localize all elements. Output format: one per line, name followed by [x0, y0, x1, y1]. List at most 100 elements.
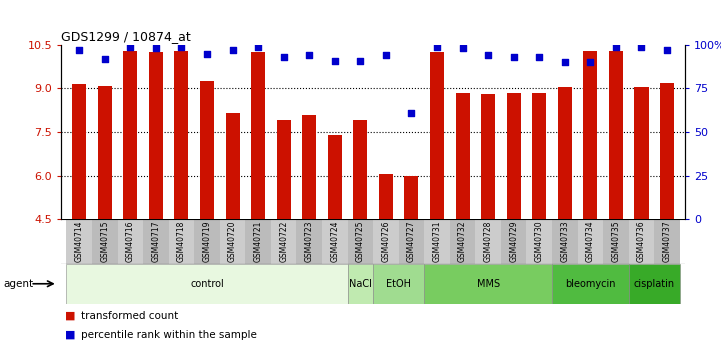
Text: GSM40718: GSM40718 [177, 220, 186, 262]
Text: NaCl: NaCl [349, 279, 372, 289]
Text: GSM40729: GSM40729 [509, 220, 518, 262]
Text: cisplatin: cisplatin [634, 279, 675, 289]
Point [227, 47, 239, 53]
Point [508, 54, 519, 60]
Point [406, 110, 417, 116]
Bar [328, 135, 342, 345]
Bar [169, 219, 194, 264]
Bar [220, 219, 245, 264]
Bar [348, 219, 373, 264]
Bar [92, 219, 118, 264]
Bar [143, 219, 169, 264]
Point [534, 54, 545, 60]
Text: GSM40717: GSM40717 [151, 220, 160, 262]
Bar [481, 94, 495, 345]
Bar [609, 51, 623, 345]
Bar [226, 113, 239, 345]
Bar [475, 219, 501, 264]
Bar [296, 219, 322, 264]
Text: bleomycin: bleomycin [565, 279, 616, 289]
Point [74, 47, 85, 53]
Point [329, 58, 340, 63]
Bar [424, 264, 552, 304]
Text: GSM40730: GSM40730 [535, 220, 544, 262]
Point [636, 44, 647, 49]
Bar [149, 52, 163, 345]
Point [661, 47, 673, 53]
Point [482, 52, 494, 58]
Text: GSM40719: GSM40719 [203, 220, 211, 262]
Bar [552, 219, 578, 264]
Bar [379, 174, 393, 345]
Point [201, 51, 213, 56]
Text: ■: ■ [65, 311, 76, 321]
Text: GSM40726: GSM40726 [381, 220, 390, 262]
Bar [200, 81, 214, 345]
Text: GSM40728: GSM40728 [484, 220, 492, 262]
Text: GSM40721: GSM40721 [254, 220, 262, 262]
Bar [629, 264, 680, 304]
Bar [532, 93, 547, 345]
Point [355, 58, 366, 63]
Bar [558, 87, 572, 345]
Bar [583, 51, 598, 345]
Text: transformed count: transformed count [81, 311, 178, 321]
Text: MMS: MMS [477, 279, 500, 289]
Point [457, 46, 469, 51]
Point [610, 44, 622, 49]
Text: GSM40714: GSM40714 [75, 220, 84, 262]
Bar [654, 219, 680, 264]
Point [252, 44, 264, 49]
Bar [251, 52, 265, 345]
Bar [302, 115, 317, 345]
Text: GSM40716: GSM40716 [125, 220, 135, 262]
Point [559, 60, 570, 65]
Bar [507, 93, 521, 345]
Bar [174, 51, 188, 345]
Bar [629, 219, 654, 264]
Bar [322, 219, 348, 264]
Bar [660, 82, 674, 345]
Text: GSM40737: GSM40737 [663, 220, 671, 262]
Bar [72, 84, 87, 345]
Text: percentile rank within the sample: percentile rank within the sample [81, 330, 257, 339]
Text: control: control [190, 279, 224, 289]
Bar [552, 264, 629, 304]
Bar [399, 219, 424, 264]
Text: EtOH: EtOH [386, 279, 411, 289]
Text: GSM40724: GSM40724 [330, 220, 340, 262]
Text: GSM40736: GSM40736 [637, 220, 646, 262]
Bar [194, 219, 220, 264]
Point [125, 44, 136, 49]
Bar [118, 219, 143, 264]
Bar [353, 120, 368, 345]
Bar [501, 219, 526, 264]
Bar [66, 219, 92, 264]
Text: GSM40735: GSM40735 [611, 220, 621, 262]
Text: agent: agent [4, 279, 34, 289]
Bar [245, 219, 271, 264]
Text: GSM40734: GSM40734 [586, 220, 595, 262]
Bar [450, 219, 475, 264]
Text: GSM40720: GSM40720 [228, 220, 237, 262]
Text: ■: ■ [65, 330, 76, 339]
Bar [526, 219, 552, 264]
Bar [430, 52, 444, 345]
Text: GSM40715: GSM40715 [100, 220, 110, 262]
Point [99, 56, 110, 61]
Point [380, 52, 392, 58]
Bar [404, 176, 418, 345]
Bar [66, 264, 348, 304]
Text: GSM40722: GSM40722 [279, 220, 288, 262]
Bar [98, 86, 112, 345]
Text: GSM40725: GSM40725 [356, 220, 365, 262]
Text: GSM40732: GSM40732 [458, 220, 467, 262]
Point [304, 52, 315, 58]
Point [431, 44, 443, 49]
Bar [424, 219, 450, 264]
Bar [277, 120, 291, 345]
Bar [578, 219, 603, 264]
Point [150, 46, 162, 51]
Bar [373, 219, 399, 264]
Bar [348, 264, 373, 304]
